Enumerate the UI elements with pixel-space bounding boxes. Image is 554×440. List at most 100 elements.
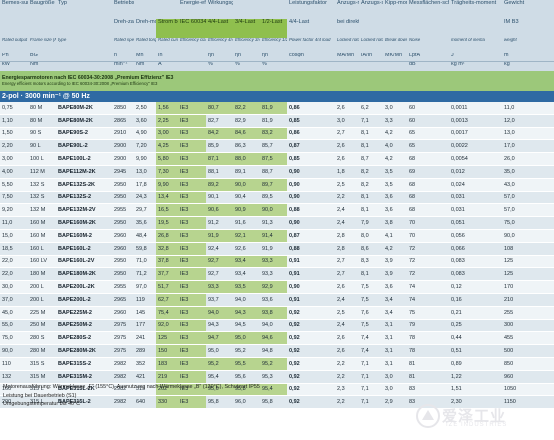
table-cell: 0,92 [287,319,335,333]
table-cell: 315 M [28,370,56,384]
table-cell: 82,7 [206,114,233,128]
table-cell: 8,3 [359,255,383,269]
table-cell: 94,8 [260,344,287,358]
header-cell: Power factor 4/4 load [287,38,335,53]
table-cell: 65 [407,127,449,141]
table-cell: 8,0 [359,229,383,243]
table-cell: 2,3 [335,383,359,397]
table-cell: 7,1 [359,114,383,128]
table-cell: 7,5 [359,319,383,333]
table-cell: 7,1 [359,395,383,410]
table-cell: 0,91 [287,255,335,269]
table-cell: IE3 [178,114,206,128]
table-cell: BAPE315L-2K [56,383,112,397]
table-cell: 100 L [28,152,56,166]
header-cell: Kipp-moment [383,0,407,19]
table-cell: 11,0 [502,102,554,115]
table-cell: 94,0 [260,319,287,333]
table-cell: 4,90 [134,127,156,141]
table-cell: 2950 [112,191,134,205]
table-cell: BAPE200L-2K [56,280,112,294]
header-cell: dB [407,61,449,71]
table-cell: 12,0 [502,114,554,128]
table-cell: 3,9 [383,267,407,282]
table-cell: 0,90 [287,191,335,205]
logo-mark-icon [416,404,440,428]
table-cell: 0,90 [287,178,335,192]
table-cell: 6,2 [359,102,383,115]
table-cell: 7,1 [359,383,383,397]
table-cell: 95,5 [233,357,260,371]
table-cell: 94,0 [206,306,233,320]
table-cell: 92,9 [260,280,287,294]
header-cell: Rated speed [112,38,134,53]
table-cell: 8,1 [359,191,383,205]
table-cell: 0,92 [287,331,335,346]
table-cell: 90,0 [233,178,260,192]
table-cell: 0,90 [287,216,335,230]
table-cell: 0,012 [449,165,502,179]
table-cell: 78 [407,331,449,346]
table-cell: 92,4 [206,242,233,256]
header-cell: Typ [56,0,112,19]
table-cell: 5,80 [156,152,178,166]
table-cell: 93,3 [260,255,287,269]
table-cell: 0,083 [449,267,502,282]
table-cell: 3,4 [383,306,407,320]
table-cell: IE3 [178,255,206,269]
table-row: 132 315 M BAPE315M-2 2982 421 219 IE3 95,4 95,6 9… [0,370,554,384]
table-cell: 3,1 [383,331,407,346]
table-cell: 7,6 [359,306,383,320]
table-row: 7,50 132 S BAPE132S-2 2950 24,3 13,4 IE3 90,1 90… [0,191,554,205]
table-cell: 70 [407,216,449,230]
header-cell: min⁻¹ [112,61,134,71]
table-cell: 1,50 [0,127,28,141]
table-cell: 72 [407,242,449,256]
header-cell: % [233,61,260,71]
table-cell: 48,4 [134,229,156,243]
header-cell [0,19,28,38]
table-cell: 3,0 [383,383,407,397]
table-cell: 19,5 [156,216,178,230]
table-cell: 421 [134,370,156,384]
table-cell: 90,9 [233,203,260,218]
table-cell: IE3 [178,306,206,320]
table-row: 55,0 250 M BAPE250M-2 2975 177 92,0 IE3 94,3 94,… [0,319,554,333]
table-cell: 92,6 [233,242,260,256]
table-cell: 3,6 [383,203,407,218]
table-cell: 3,0 [383,370,407,384]
table-cell: 26,0 [502,152,554,166]
table-cell: 91,9 [206,229,233,243]
header-cell: Frame size (FS) [28,38,56,53]
header-cell: Pn [0,53,28,62]
table-row: 9,20 132 M BAPE132M-2V 2955 29,7 16,5 IE3 90,6 9… [0,203,554,218]
table-cell: 0,92 [287,383,335,397]
header-cell: % [206,61,233,71]
table-row: 90,0 280 M BAPE280M-2K 2975 289 150 IE3 95,0 95,… [0,344,554,358]
pole-label: 2-pol · 3000 min⁻¹ @ 50 Hz [0,91,554,102]
table-cell: 88,0 [233,152,260,166]
table-cell: 180 M [28,267,56,282]
table-cell: 250 M [28,319,56,333]
table-row: 4,00 112 M BAPE112M-2K 2945 13,0 7,30 IE3 88,1 8… [0,165,554,179]
table-cell: 74 [407,293,449,307]
table-cell: 0,85 [287,114,335,128]
table-cell: 3,8 [383,216,407,230]
table-cell: 0,21 [449,306,502,320]
table-cell: 7,5 [359,280,383,294]
table-cell: 91,6 [233,216,260,230]
header-cell: Nm [28,61,56,71]
section-subtitle: Energy efficient motors according to IEC… [2,80,158,86]
table-cell: 2,30 [449,395,502,410]
table-cell: 1,22 [449,370,502,384]
table-cell: 5,50 [0,178,28,192]
table-cell: 2975 [112,344,134,358]
table-cell: 35,6 [134,216,156,230]
table-cell: 280 S [28,331,56,346]
table-cell: 91,4 [260,229,287,243]
table-cell: 125 [156,331,178,346]
table-cell: 95,6 [233,370,260,384]
table-cell: 0,85 [287,152,335,166]
table-cell: 95,0 [206,344,233,358]
